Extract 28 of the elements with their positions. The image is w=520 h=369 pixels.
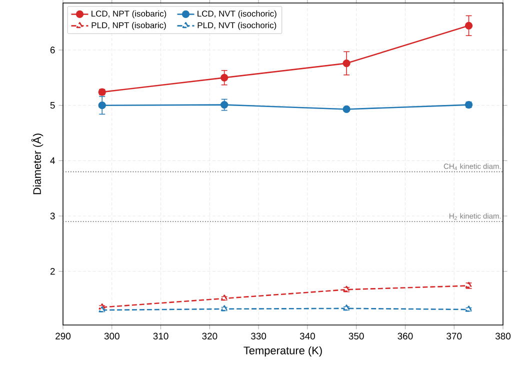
point [342, 105, 350, 114]
legend-label: PLD, NVT (isochoric) [198, 22, 276, 30]
y-tick-label: 4 [50, 157, 55, 164]
point [98, 102, 106, 110]
y-axis-title: Diameter (Å) [31, 134, 44, 194]
point [98, 306, 106, 312]
point [342, 59, 350, 68]
x-tick-label: 340 [300, 332, 315, 340]
x-tick-label: 370 [446, 332, 462, 340]
point [220, 100, 228, 109]
x-tick-label: 360 [398, 332, 413, 340]
x-tick-label: 310 [153, 332, 168, 340]
y-tick-label: 3 [50, 212, 55, 220]
x-tick-label: 330 [251, 332, 266, 340]
legend-label: LCD, NVT (isochoric) [198, 10, 276, 18]
x-tick-label: 300 [104, 332, 120, 340]
point [464, 22, 473, 30]
y-tick-label: 5 [50, 102, 55, 109]
x-tick-label: 290 [56, 332, 71, 340]
legend-label: LCD, NPT (isobaric) [92, 10, 166, 18]
point [220, 74, 228, 82]
legend-label: PLD, NPT (isobaric) [92, 22, 166, 30]
x-tick-label: 320 [202, 332, 218, 340]
y-tick-label: 6 [50, 46, 55, 54]
x-axis-title: Temperature (K) [244, 346, 322, 357]
x-tick-label: 380 [495, 332, 511, 340]
x-tick-label: 350 [348, 332, 364, 340]
y-tick-label: 2 [50, 268, 55, 275]
